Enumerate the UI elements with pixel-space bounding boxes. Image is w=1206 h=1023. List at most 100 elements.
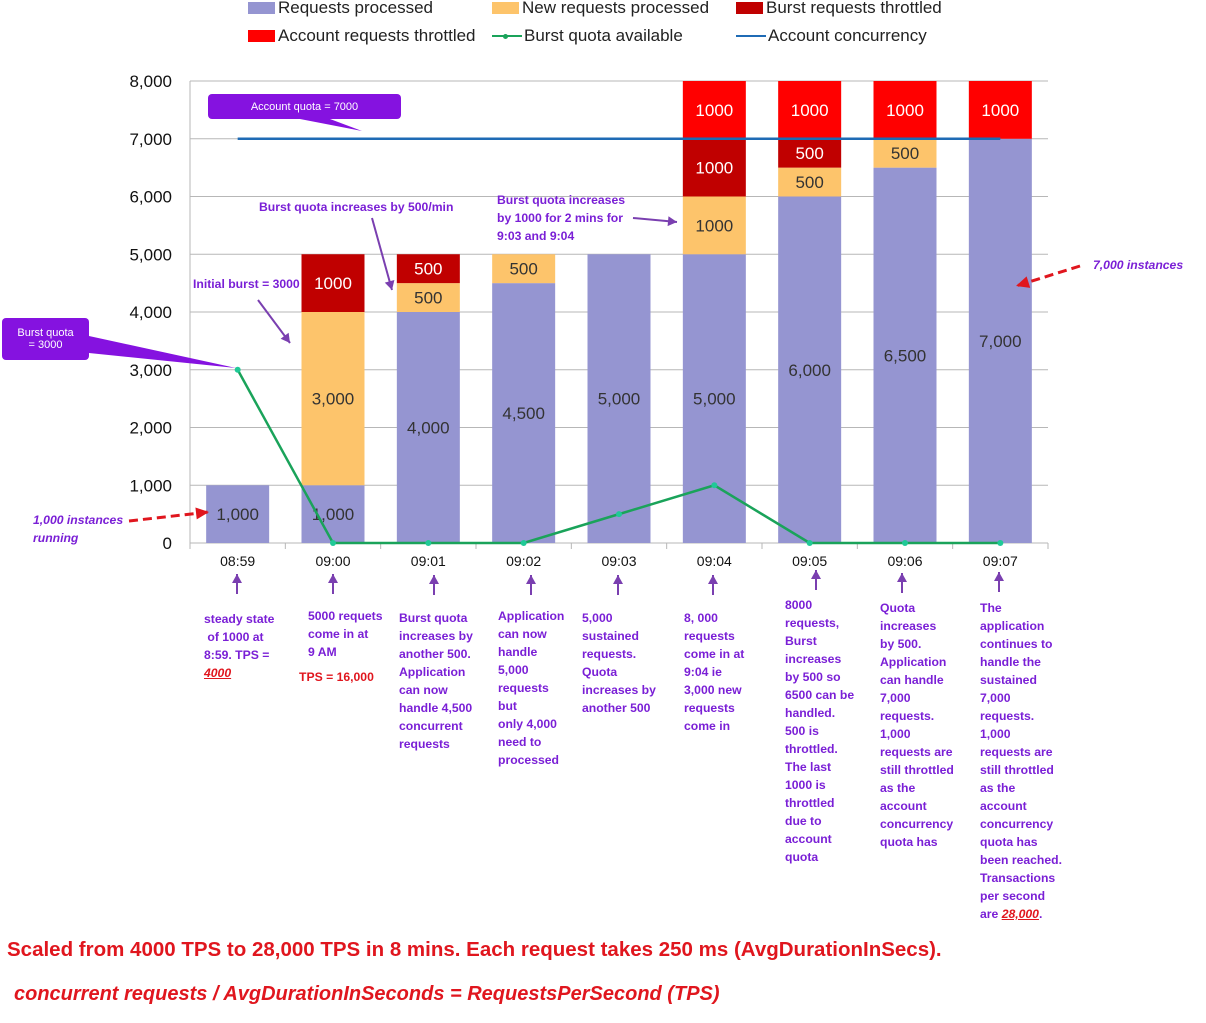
- data-label: 1000: [886, 101, 924, 120]
- line-point: [425, 540, 432, 546]
- line-point: [806, 540, 813, 546]
- footer-formula: concurrent requests / AvgDurationInSecon…: [14, 983, 720, 1005]
- y-tick-label: 2,000: [129, 419, 172, 438]
- legend-swatch: [736, 2, 763, 14]
- line-point: [616, 511, 622, 518]
- data-label: 6,000: [788, 361, 831, 380]
- x-tick-label: 08:59: [220, 553, 255, 569]
- data-label: 1000: [695, 159, 733, 178]
- burst-quota-callout: Burst quota = 3000: [2, 318, 89, 360]
- description-0900: 5000 requets come in at 9 AM: [308, 609, 383, 659]
- bar-segment: [587, 254, 651, 543]
- y-tick-label: 6,000: [129, 188, 172, 207]
- x-tick-label: 09:06: [887, 553, 922, 569]
- bar-segment: [682, 254, 746, 543]
- data-label: 1000: [695, 216, 733, 235]
- legend-label: Requests processed: [278, 0, 433, 17]
- legend-new-requests-processed: New requests processed: [492, 0, 709, 18]
- bar-segment: [301, 312, 365, 486]
- bar-segment: [492, 254, 556, 284]
- legend-label: New requests processed: [522, 0, 710, 17]
- legend-account-concurrency: Account concurrency: [736, 26, 927, 46]
- up-arrow-head: [232, 574, 242, 583]
- legend-swatch: [248, 2, 275, 14]
- bar-segment: [396, 254, 460, 284]
- legend-requests-processed: Requests processed: [248, 0, 433, 18]
- initial-burst-annotation: Initial burst = 3000: [193, 277, 300, 291]
- seven-thousand-arrow-head: [1016, 276, 1031, 288]
- bar-segment: [301, 485, 365, 543]
- data-label: 5,000: [693, 390, 736, 409]
- bar-segment: [873, 167, 937, 543]
- x-tick-label: 09:03: [601, 553, 636, 569]
- bar-segment: [778, 138, 842, 168]
- description-0859: steady state of 1000 at 8:59. TPS = 4000: [204, 612, 275, 680]
- bar-segment: [682, 196, 746, 255]
- bar-segment: [682, 81, 746, 139]
- y-tick-label: 3,000: [129, 361, 172, 380]
- description-0905: 8000 requests, Burst increases by 500 so…: [785, 598, 855, 864]
- up-arrow-head: [897, 573, 907, 582]
- data-label: 500: [795, 144, 823, 163]
- line-point: [330, 540, 336, 546]
- bar-segment: [682, 138, 746, 197]
- up-arrow-head: [526, 575, 536, 584]
- seven-thousand-arrow: [1015, 264, 1081, 288]
- up-arrow-head: [613, 575, 623, 584]
- data-label: 1000: [981, 101, 1019, 120]
- bar-segment: [778, 167, 842, 197]
- legend-account-requests-throttled: Account requests throttled: [248, 26, 476, 46]
- line-point: [997, 540, 1004, 546]
- data-label: 500: [509, 260, 537, 279]
- legend-line: [492, 34, 522, 39]
- data-label: 6,500: [884, 346, 927, 365]
- bar-segment: [873, 138, 937, 168]
- x-tick-label: 09:04: [697, 553, 732, 569]
- legend-label: Burst quota available: [524, 26, 683, 45]
- bar-segment: [873, 81, 937, 139]
- data-label: 1,000: [216, 505, 259, 524]
- bar-segment: [968, 81, 1032, 139]
- description-0902: Application can now handle 5,000 request…: [498, 609, 565, 767]
- up-arrow-head: [994, 572, 1004, 581]
- one-thousand-arrow-head: [195, 507, 209, 520]
- x-tick-label: 09:07: [983, 553, 1018, 569]
- bar-segment: [396, 312, 460, 543]
- legend-swatch: [248, 30, 275, 42]
- burst-500-arrow: [371, 217, 393, 291]
- footer-summary: Scaled from 4000 TPS to 28,000 TPS in 8 …: [7, 938, 942, 961]
- y-tick-label: 7,000: [129, 130, 172, 149]
- legend-burst-requests-throttled: Burst requests throttled: [736, 0, 942, 18]
- data-label: 500: [891, 144, 919, 163]
- x-tick-label: 09:05: [792, 553, 827, 569]
- data-label: 4,500: [502, 404, 545, 423]
- bar-segment: [778, 81, 842, 139]
- y-tick-label: 8,000: [129, 72, 172, 91]
- burst-quota-pointer: [89, 336, 236, 368]
- account-quota-callout: Account quota = 7000: [208, 94, 401, 119]
- data-label: 1000: [791, 101, 829, 120]
- data-label: 7,000: [979, 332, 1022, 351]
- up-arrow-head: [328, 574, 338, 583]
- legend-burst-quota-available: Burst quota available: [492, 26, 683, 46]
- line-point: [520, 540, 527, 546]
- data-label: 500: [795, 173, 823, 192]
- bar-segment: [968, 138, 1032, 543]
- data-label: 1,000: [312, 505, 355, 524]
- legend-label: Account requests throttled: [278, 26, 476, 45]
- burst-500-arrow-head: [384, 279, 395, 290]
- x-tick-label: 09:01: [411, 553, 446, 569]
- line-point: [234, 366, 241, 373]
- seven-thousand-instances-annotation: 7,000 instances: [1093, 258, 1184, 272]
- y-tick-label: 0: [163, 534, 172, 553]
- data-label: 3,000: [312, 390, 355, 409]
- data-label: 1000: [695, 101, 733, 120]
- bar-segment: [778, 196, 842, 543]
- data-label: 500: [414, 289, 442, 308]
- legend-swatch: [492, 2, 519, 14]
- description-0900-tps: TPS = 16,000: [299, 670, 374, 684]
- initial-burst-arrow-head: [280, 332, 290, 343]
- data-label: 4,000: [407, 419, 450, 438]
- description-0906: Quota increases by 500. Application can …: [880, 601, 954, 849]
